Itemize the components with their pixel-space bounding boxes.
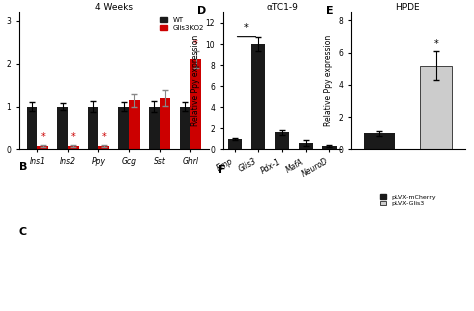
Bar bbox=[228, 139, 242, 149]
Title: 4 Weeks: 4 Weeks bbox=[95, 3, 133, 12]
Title: αTC1-9: αTC1-9 bbox=[266, 3, 298, 12]
Y-axis label: Relative Ppy expression: Relative Ppy expression bbox=[324, 35, 333, 127]
Bar bbox=[364, 133, 395, 149]
Bar bbox=[180, 106, 190, 149]
Bar bbox=[149, 106, 160, 149]
Text: D: D bbox=[197, 6, 206, 16]
Text: *: * bbox=[71, 132, 76, 142]
Legend: pLVX-mCherry, pLVX-Glis3: pLVX-mCherry, pLVX-Glis3 bbox=[378, 193, 437, 208]
Bar bbox=[299, 143, 313, 149]
Text: *: * bbox=[193, 39, 198, 49]
Bar bbox=[190, 59, 201, 149]
Text: E: E bbox=[326, 6, 333, 16]
Text: B: B bbox=[19, 162, 27, 172]
Bar bbox=[160, 98, 170, 149]
Text: F: F bbox=[218, 165, 226, 175]
Text: *: * bbox=[40, 132, 45, 142]
Bar bbox=[275, 132, 289, 149]
Bar bbox=[420, 66, 452, 149]
Bar bbox=[118, 106, 129, 149]
Text: *: * bbox=[244, 24, 249, 34]
Text: *: * bbox=[434, 39, 438, 49]
Bar bbox=[37, 146, 48, 149]
Bar bbox=[68, 146, 79, 149]
Bar bbox=[57, 106, 68, 149]
Bar bbox=[251, 44, 265, 149]
Bar bbox=[99, 146, 109, 149]
Bar bbox=[27, 106, 37, 149]
Y-axis label: Relative expression: Relative expression bbox=[0, 44, 1, 118]
Text: *: * bbox=[101, 132, 106, 142]
Text: C: C bbox=[19, 227, 27, 237]
Legend: WT, Glis3KO2: WT, Glis3KO2 bbox=[158, 16, 205, 32]
Bar bbox=[88, 106, 99, 149]
Bar bbox=[129, 100, 140, 149]
Y-axis label: Relative Ppy expression: Relative Ppy expression bbox=[191, 35, 200, 127]
Bar bbox=[322, 146, 337, 149]
Title: HPDE: HPDE bbox=[395, 3, 420, 12]
